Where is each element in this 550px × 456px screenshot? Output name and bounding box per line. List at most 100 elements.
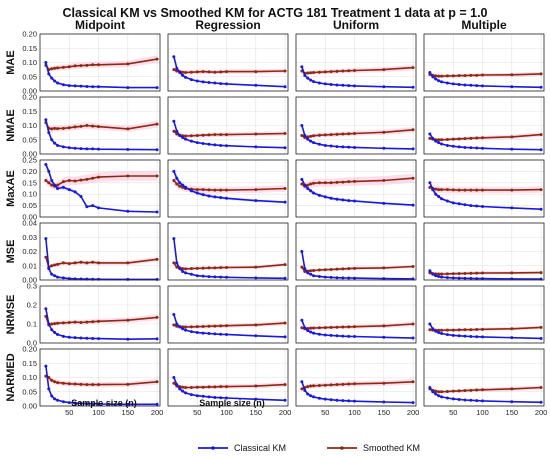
smoothed-km-point: [440, 188, 444, 192]
smoothed-km-point: [79, 64, 83, 68]
smoothed-km-point: [56, 183, 60, 187]
smoothed-km-point: [457, 137, 461, 141]
panel-frame: [423, 285, 545, 344]
panel-frame: [295, 96, 417, 155]
row-label: NRMSE: [5, 295, 17, 335]
classical-km-point: [56, 398, 60, 402]
x-axis-label: Sample size (n): [71, 398, 137, 408]
classical-km-point: [317, 274, 321, 278]
classical-km-point: [67, 335, 71, 339]
smoothed-km-point: [50, 183, 54, 187]
smoothed-km-point: [225, 133, 229, 137]
classical-km-point: [47, 131, 51, 135]
panel-frame: [167, 159, 289, 218]
smoothed-km-point: [79, 178, 83, 182]
classical-km-point: [225, 275, 229, 279]
classical-km-point: [437, 274, 441, 278]
classical-km-point: [85, 336, 89, 340]
classical-km-point: [451, 201, 455, 205]
smoothed-km-point: [428, 185, 432, 189]
smoothed-km-point: [50, 264, 54, 268]
panel-frame: [295, 159, 417, 218]
classical-km-point: [341, 145, 345, 149]
smoothed-km-point: [189, 70, 193, 74]
smoothed-km-point: [184, 325, 188, 329]
classical-km-point: [434, 77, 438, 81]
smoothed-km-point: [91, 260, 95, 264]
smoothed-km-point: [225, 265, 229, 269]
classical-km-point: [445, 81, 449, 85]
smoothed-km-point: [539, 385, 543, 389]
classical-km-point: [306, 392, 310, 396]
classical-km-point: [47, 72, 51, 76]
smoothed-km-point: [67, 382, 71, 386]
smoothed-km-point: [440, 74, 444, 78]
classical-km-point: [341, 83, 345, 87]
smoothed-km-point: [451, 74, 455, 78]
smoothed-km-point: [225, 188, 229, 192]
panel-nrmse-multiple: [423, 285, 545, 344]
smoothed-km-point: [329, 133, 333, 137]
smoothed-km-point: [181, 385, 185, 389]
smoothed-km-point: [184, 134, 188, 138]
confidence-band: [45, 313, 158, 328]
classical-km-point: [300, 318, 304, 322]
classical-km-point: [451, 276, 455, 280]
smoothed-km-point: [457, 74, 461, 78]
smoothed-km-point: [195, 133, 199, 137]
smoothed-km-point: [172, 179, 176, 183]
classical-km-point: [195, 394, 199, 398]
classical-km-point: [79, 401, 83, 405]
panel-nrmse-uniform: [295, 285, 417, 344]
smoothed-km-point: [79, 320, 83, 324]
smoothed-km-point: [85, 320, 89, 324]
panel-frame: [295, 222, 417, 281]
classical-km-point: [309, 394, 313, 398]
classical-km-point: [303, 267, 307, 271]
smoothed-km-point: [353, 179, 357, 183]
classical-km-point: [181, 327, 185, 331]
legend-swatch-marker: [211, 446, 215, 450]
classical-km-point: [312, 274, 316, 278]
classical-km-point: [475, 277, 479, 281]
legend-swatch-marker: [340, 446, 344, 450]
classical-km-point: [73, 84, 77, 88]
classical-km-point: [382, 277, 386, 281]
smoothed-km-point: [347, 325, 351, 329]
classical-km-point: [91, 147, 95, 151]
x-tick-label: 100: [348, 408, 361, 417]
classical-km-point: [175, 322, 179, 326]
y-tick-label: 0.15: [22, 178, 37, 187]
smoothed-km-point: [451, 137, 455, 141]
classical-km-point: [79, 84, 83, 88]
classical-km-point: [323, 195, 327, 199]
classical-km-point: [73, 336, 77, 340]
panel-frame: [295, 285, 417, 344]
panel-frame: [39, 33, 161, 92]
smoothed-km-point: [73, 320, 77, 324]
y-tick-label: 0.25: [22, 156, 37, 165]
panel-nmae-uniform: [295, 96, 417, 155]
smoothed-km-point: [481, 188, 485, 192]
smoothed-km-point: [219, 188, 223, 192]
smoothed-km-point: [475, 188, 479, 192]
smoothed-km-point: [85, 124, 89, 127]
panel-frame: [39, 222, 161, 281]
classical-km-point: [47, 322, 51, 326]
smoothed-km-point: [323, 383, 327, 387]
classical-km-point: [382, 335, 386, 339]
classical-km-point: [213, 143, 217, 147]
classical-km-point: [91, 336, 95, 340]
classical-km-point: [184, 391, 188, 395]
classical-km-point: [445, 199, 449, 203]
classical-km-point: [411, 85, 415, 89]
smoothed-km-point: [300, 133, 304, 137]
classical-km-point: [97, 337, 101, 341]
smoothed-km-point: [510, 387, 514, 391]
classical-km-point: [434, 192, 438, 196]
smoothed-km-point: [207, 188, 211, 192]
classical-km-point: [312, 141, 316, 145]
classical-km-point: [189, 330, 193, 334]
smoothed-km-point: [347, 267, 351, 271]
classical-km-point: [175, 261, 179, 265]
